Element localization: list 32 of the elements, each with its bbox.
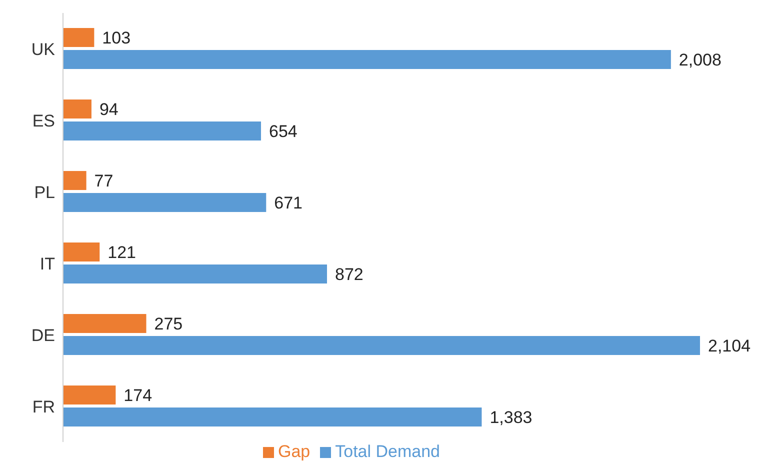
y-tick-label: PL: [34, 182, 55, 202]
legend-label: Total Demand: [335, 442, 440, 461]
y-tick-label: UK: [31, 40, 56, 59]
data-label: 654: [269, 122, 298, 141]
data-label: 77: [94, 172, 114, 190]
bar: [63, 122, 262, 140]
y-tick-label: DE: [31, 326, 55, 345]
bar: [63, 28, 94, 47]
data-label: 94: [99, 100, 118, 119]
data-label: 2,008: [678, 50, 722, 70]
legend-label: Gap: [278, 442, 310, 461]
bar: [63, 171, 86, 190]
y-tick-label: ES: [32, 111, 55, 130]
bar: [63, 50, 671, 69]
data-label: 872: [335, 265, 364, 284]
bar: [63, 314, 146, 333]
y-tick-label: IT: [40, 254, 55, 274]
data-label: 275: [154, 314, 183, 334]
bar: [63, 193, 266, 212]
data-label: 1,383: [490, 408, 532, 427]
data-label: 121: [108, 243, 136, 262]
bar: [63, 242, 100, 262]
bar: [63, 408, 482, 426]
bar: [63, 264, 328, 284]
bar: [63, 336, 700, 355]
y-tick-label: FR: [32, 397, 55, 416]
data-label: 2,104: [708, 336, 751, 356]
data-label: 174: [124, 386, 152, 405]
data-label: 103: [102, 28, 131, 48]
bar: [63, 100, 92, 118]
bar: [63, 386, 116, 404]
data-label: 671: [274, 194, 303, 212]
